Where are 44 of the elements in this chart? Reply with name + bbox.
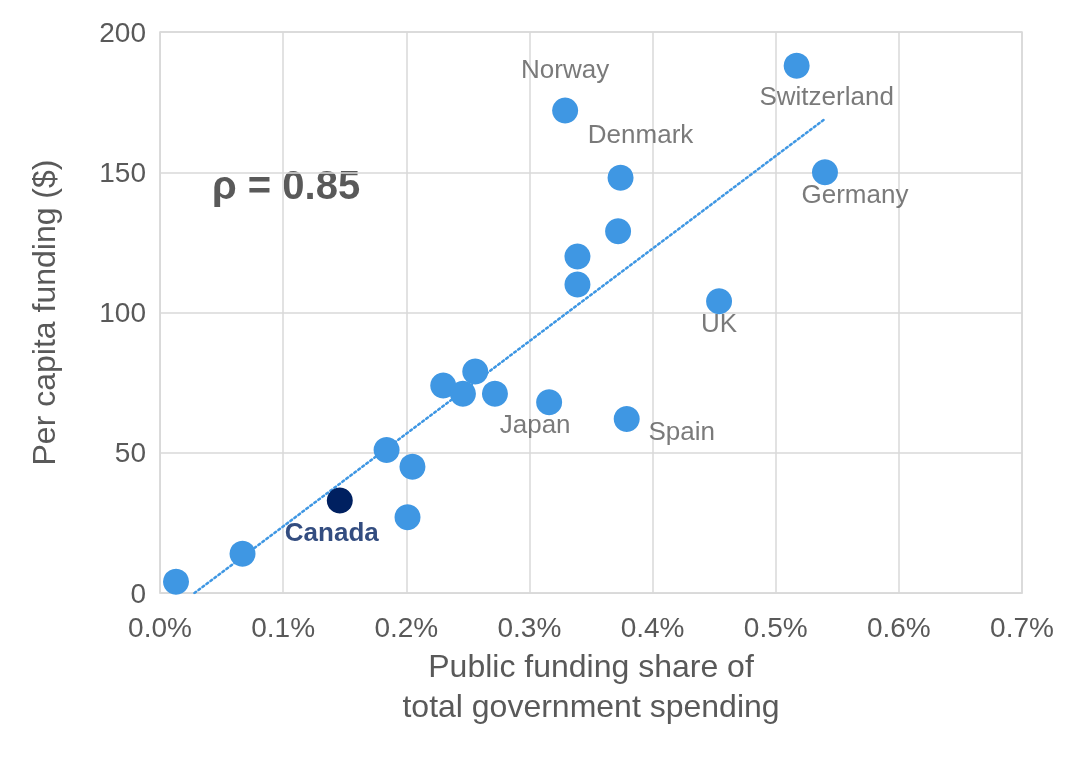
x-tick-label: 0.7% bbox=[990, 611, 1054, 643]
x-tick-label: 0.1% bbox=[251, 611, 316, 643]
annotation: Japan bbox=[499, 409, 571, 440]
point bbox=[399, 453, 426, 480]
y-tick-label: 0 bbox=[130, 577, 146, 609]
annotation: Spain bbox=[648, 416, 715, 447]
point bbox=[706, 288, 733, 315]
x-tick-label: 0.3% bbox=[497, 611, 562, 643]
point bbox=[163, 568, 190, 595]
point bbox=[462, 358, 489, 385]
annotation: UK bbox=[701, 308, 738, 339]
point bbox=[481, 380, 508, 407]
y-tick-label: 200 bbox=[99, 16, 146, 48]
point bbox=[536, 389, 563, 416]
x-tick-label: 0.6% bbox=[866, 611, 931, 643]
y-axis-title: Per capita funding ($) bbox=[26, 159, 62, 466]
point bbox=[783, 52, 810, 79]
point bbox=[607, 164, 634, 191]
point bbox=[552, 97, 579, 124]
point bbox=[373, 436, 400, 463]
annotation: Germany bbox=[801, 179, 909, 210]
annotation: Canada bbox=[284, 517, 380, 548]
x-tick-label: 0.4% bbox=[620, 611, 685, 643]
point bbox=[812, 159, 838, 186]
point bbox=[613, 406, 640, 433]
annotation: Denmark bbox=[587, 118, 695, 149]
annotation: Norway bbox=[521, 53, 610, 84]
point bbox=[564, 271, 591, 298]
point bbox=[229, 540, 256, 567]
x-axis-title: Public funding share of total government spending bbox=[402, 647, 780, 724]
point bbox=[449, 380, 476, 407]
annotation: Switzerland bbox=[759, 80, 894, 111]
x-tick-label: 0.2% bbox=[374, 611, 439, 643]
y-tick-label: 100 bbox=[99, 297, 146, 328]
point bbox=[430, 372, 457, 399]
point bbox=[605, 218, 632, 245]
point bbox=[564, 243, 591, 270]
point bbox=[394, 504, 421, 531]
x-tick-label: 0.5% bbox=[743, 611, 808, 643]
x-tick-label: 0.0% bbox=[128, 611, 192, 643]
y-tick-label: 150 bbox=[99, 156, 146, 188]
annotation: ρ = 0.85 bbox=[212, 163, 361, 207]
y-tick-label: 50 bbox=[114, 437, 146, 469]
point bbox=[326, 487, 353, 514]
